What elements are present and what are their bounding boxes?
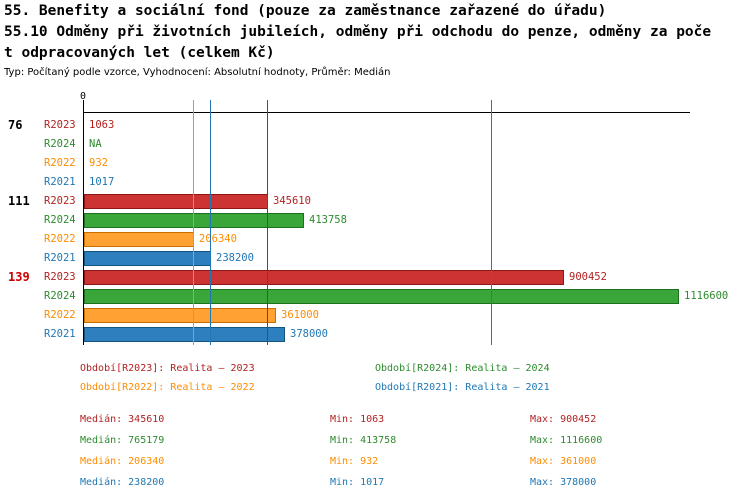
bar-value-label-r2024: 413758 <box>309 214 347 226</box>
bar-value-label-r2023: 1063 <box>89 119 115 131</box>
bar-value-label-r2022: 206340 <box>199 233 237 245</box>
stat-max-r2024: Max: 1116600 <box>530 435 603 446</box>
legend-item-r2023: Období[R2023]: Realita – 2023 <box>80 363 255 374</box>
report-title-line3: t odpracovaných let (celkem Kč) <box>4 45 275 61</box>
bar-r2022 <box>84 308 276 323</box>
axis-zero-label: 0 <box>79 91 87 102</box>
median-line-r2024 <box>491 100 492 345</box>
stat-max-r2022: Max: 361000 <box>530 456 597 467</box>
stat-median-r2024: Medián: 765179 <box>80 435 165 446</box>
series-label-r2021: R2021 <box>44 176 76 188</box>
group-label-111: 111 <box>8 194 30 208</box>
series-label-r2022: R2022 <box>44 309 76 321</box>
series-label-r2021: R2021 <box>44 328 76 340</box>
stat-median-r2023: Medián: 345610 <box>80 414 165 425</box>
stat-min-r2024: Min: 413758 <box>330 435 397 446</box>
bar-value-label-r2024: 1116600 <box>684 290 729 302</box>
bar-value-label-r2021: 378000 <box>290 328 328 340</box>
report-subtitle: Typ: Počítaný podle vzorce, Vyhodnocení:… <box>4 67 391 78</box>
bar-value-label-r2024: NA <box>89 138 102 150</box>
stat-min-r2023: Min: 1063 <box>330 414 385 425</box>
stat-min-r2022: Min: 932 <box>330 456 379 467</box>
bar-r2024 <box>84 213 304 228</box>
legend-item-r2024: Období[R2024]: Realita – 2024 <box>375 363 550 374</box>
report-title-line1: 55. Benefity a sociální fond (pouze za z… <box>4 3 607 19</box>
bar-value-label-r2023: 345610 <box>273 195 311 207</box>
series-label-r2024: R2024 <box>44 214 76 226</box>
bar-r2022 <box>84 232 194 247</box>
legend-item-r2022: Období[R2022]: Realita – 2022 <box>80 382 255 393</box>
stat-min-r2021: Min: 1017 <box>330 477 385 488</box>
stat-max-r2023: Max: 900452 <box>530 414 597 425</box>
series-label-r2022: R2022 <box>44 233 76 245</box>
stat-median-r2021: Medián: 238200 <box>80 477 165 488</box>
bar-r2021 <box>84 251 211 266</box>
bar-value-label-r2022: 932 <box>89 157 108 169</box>
series-label-r2022: R2022 <box>44 157 76 169</box>
stat-median-r2022: Medián: 206340 <box>80 456 165 467</box>
group-label-76: 76 <box>8 118 23 132</box>
bar-r2024 <box>84 289 679 304</box>
bar-r2021 <box>84 327 285 342</box>
y-axis <box>83 100 84 345</box>
median-line-r2022 <box>193 100 194 345</box>
bar-value-label-r2021: 1017 <box>89 176 115 188</box>
median-line-r2023 <box>267 100 268 345</box>
bar-value-label-r2023: 900452 <box>569 271 607 283</box>
median-line-r2021 <box>210 100 211 345</box>
report-title-line2: 55.10 Odměny při životních jubileích, od… <box>4 24 712 40</box>
bar-r2023 <box>84 270 564 285</box>
bar-r2023 <box>84 194 268 209</box>
series-label-r2023: R2023 <box>44 119 76 131</box>
bar-value-label-r2022: 361000 <box>281 309 319 321</box>
group-label-139: 139 <box>8 270 30 284</box>
x-axis <box>83 112 690 113</box>
series-label-r2024: R2024 <box>44 290 76 302</box>
series-label-r2023: R2023 <box>44 195 76 207</box>
bar-value-label-r2021: 238200 <box>216 252 254 264</box>
series-label-r2023: R2023 <box>44 271 76 283</box>
stat-max-r2021: Max: 378000 <box>530 477 597 488</box>
legend-item-r2021: Období[R2021]: Realita – 2021 <box>375 382 550 393</box>
series-label-r2024: R2024 <box>44 138 76 150</box>
series-label-r2021: R2021 <box>44 252 76 264</box>
